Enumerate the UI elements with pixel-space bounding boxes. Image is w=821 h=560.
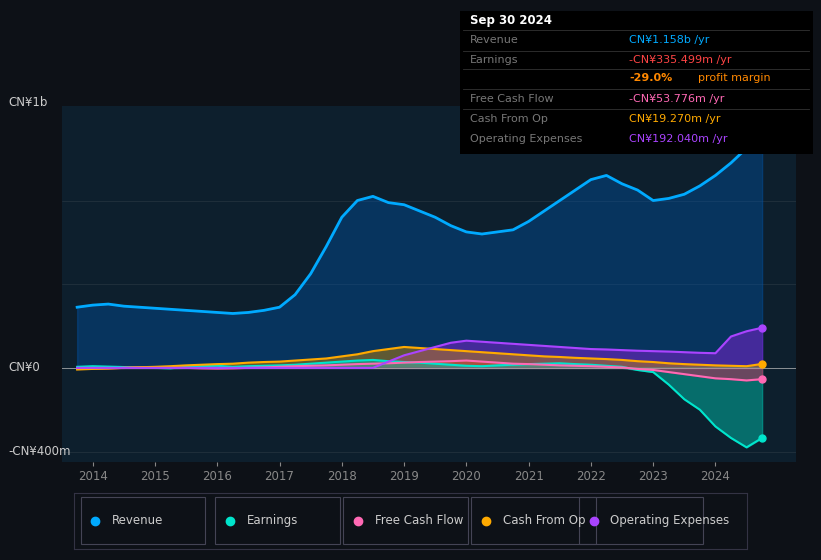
Text: Revenue: Revenue xyxy=(470,35,519,45)
Text: -CN¥400m: -CN¥400m xyxy=(8,445,71,458)
Text: profit margin: profit margin xyxy=(698,73,771,83)
Text: Operating Expenses: Operating Expenses xyxy=(470,134,583,144)
Text: CN¥1.158b /yr: CN¥1.158b /yr xyxy=(629,35,709,45)
Text: Free Cash Flow: Free Cash Flow xyxy=(375,514,463,528)
Text: Earnings: Earnings xyxy=(247,514,298,528)
Text: Cash From Op: Cash From Op xyxy=(502,514,585,528)
Text: CN¥0: CN¥0 xyxy=(8,361,40,375)
Text: Revenue: Revenue xyxy=(112,514,163,528)
Text: Earnings: Earnings xyxy=(470,55,519,66)
Text: -CN¥335.499m /yr: -CN¥335.499m /yr xyxy=(629,55,732,66)
Text: Operating Expenses: Operating Expenses xyxy=(611,514,730,528)
Text: CN¥19.270m /yr: CN¥19.270m /yr xyxy=(629,114,721,124)
Text: CN¥192.040m /yr: CN¥192.040m /yr xyxy=(629,134,727,144)
Text: -29.0%: -29.0% xyxy=(629,73,672,83)
Text: -CN¥53.776m /yr: -CN¥53.776m /yr xyxy=(629,94,725,104)
Text: Free Cash Flow: Free Cash Flow xyxy=(470,94,554,104)
Text: Cash From Op: Cash From Op xyxy=(470,114,548,124)
Text: Sep 30 2024: Sep 30 2024 xyxy=(470,14,553,27)
Text: CN¥1b: CN¥1b xyxy=(8,96,48,109)
